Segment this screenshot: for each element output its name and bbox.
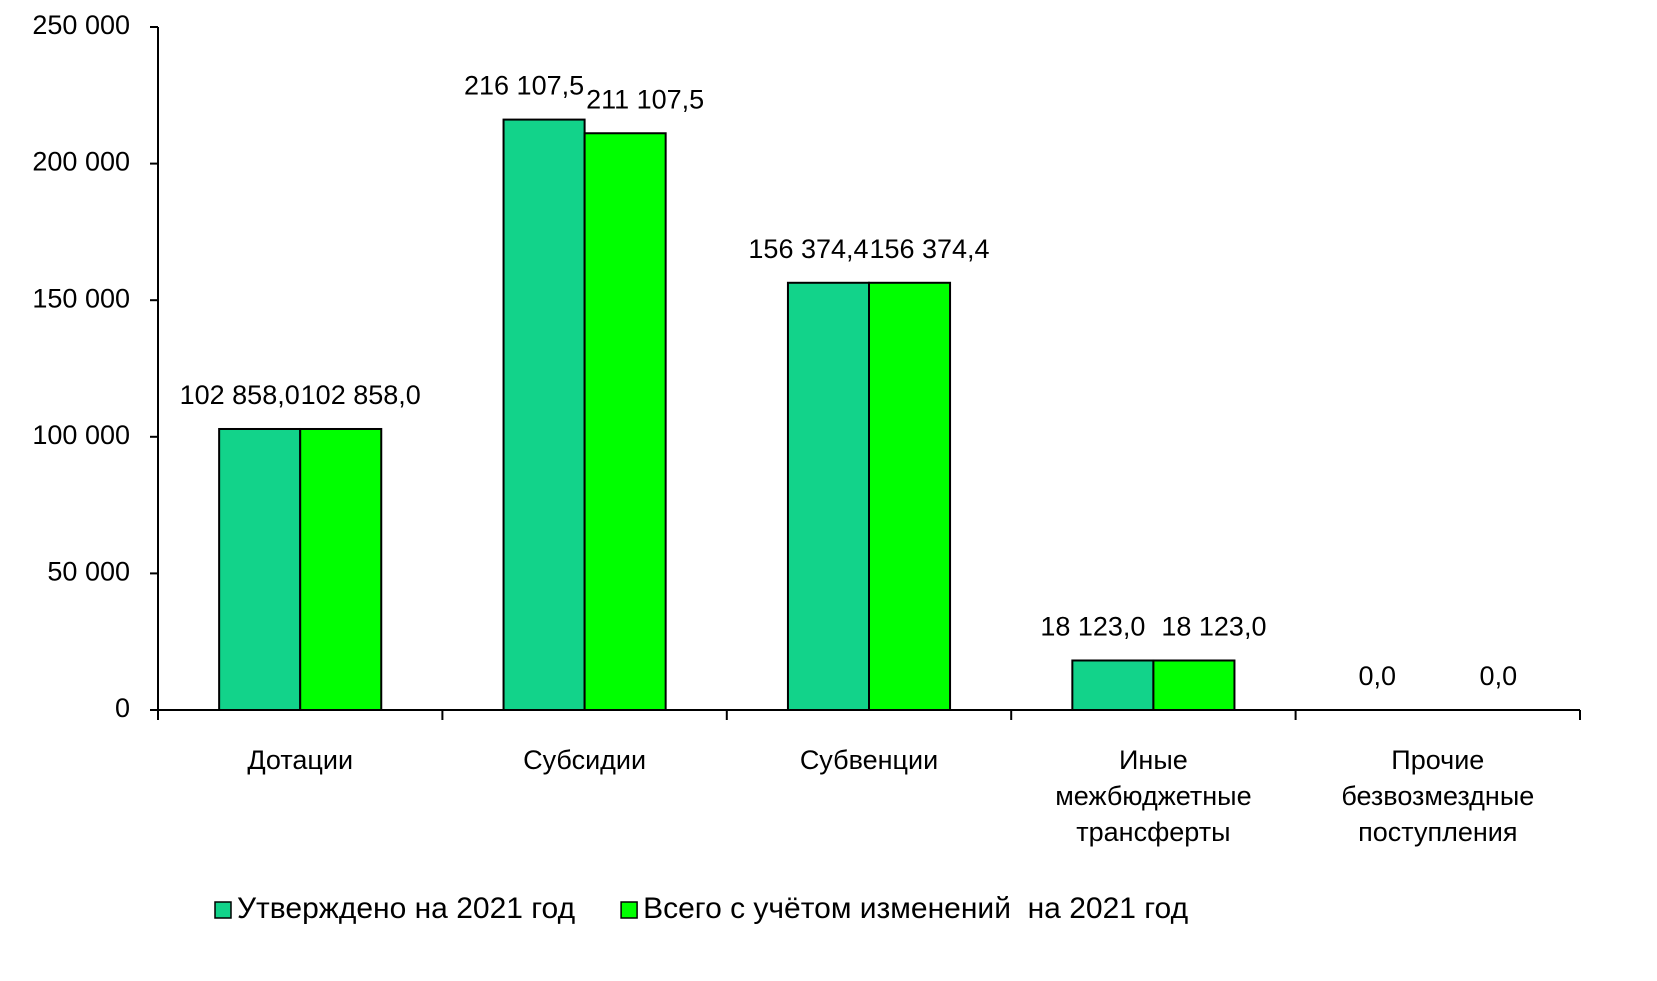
x-tick-label: Прочие безвозмездные поступления — [1341, 745, 1534, 847]
y-tick-label: 250 000 — [32, 10, 130, 40]
x-tick-label: Дотации — [247, 745, 353, 775]
value-label: 156 374,4 — [869, 234, 989, 264]
bar — [218, 427, 302, 711]
value-label: 156 374,4 — [748, 234, 868, 264]
legend-swatch — [214, 901, 232, 919]
x-tick-label-line: Прочие — [1391, 745, 1484, 775]
x-tick-label-line: межбюджетные — [1055, 781, 1251, 811]
x-tick-label: Субсидии — [523, 745, 646, 775]
x-tick-label-line: трансферты — [1076, 817, 1230, 847]
bar — [502, 118, 586, 712]
bar — [1071, 659, 1155, 712]
legend-label: Всего с учётом изменений на 2021 год — [643, 892, 1188, 925]
legend-swatch — [620, 901, 638, 919]
value-label: 18 123,0 — [1040, 612, 1145, 642]
bar — [583, 132, 667, 711]
value-label: 102 858,0 — [301, 380, 421, 410]
x-tick-label: Иные межбюджетные трансферты — [1055, 745, 1251, 847]
value-label: 18 123,0 — [1161, 612, 1266, 642]
value-label: 102 858,0 — [180, 380, 300, 410]
value-label: 211 107,5 — [586, 84, 704, 114]
x-tick-label-line: Иные — [1119, 745, 1188, 775]
x-tick-label: Субвенции — [800, 745, 938, 775]
y-tick-label: 200 000 — [32, 147, 130, 177]
legend-label: Утверждено на 2021 год — [237, 892, 575, 925]
bar — [1152, 659, 1236, 712]
x-tick-label-line: поступления — [1358, 817, 1517, 847]
y-tick-label: 100 000 — [32, 420, 130, 450]
y-tick-label: 150 000 — [32, 283, 130, 313]
bar — [868, 281, 952, 711]
bar — [786, 281, 870, 711]
y-tick-label: 0 — [115, 693, 130, 723]
value-label: 216 107,5 — [464, 71, 584, 101]
bar — [299, 427, 383, 711]
y-tick-label: 50 000 — [47, 557, 130, 587]
value-label: 0,0 — [1358, 661, 1396, 691]
value-label: 0,0 — [1480, 661, 1518, 691]
x-tick-label-line: безвозмездные — [1341, 781, 1534, 811]
